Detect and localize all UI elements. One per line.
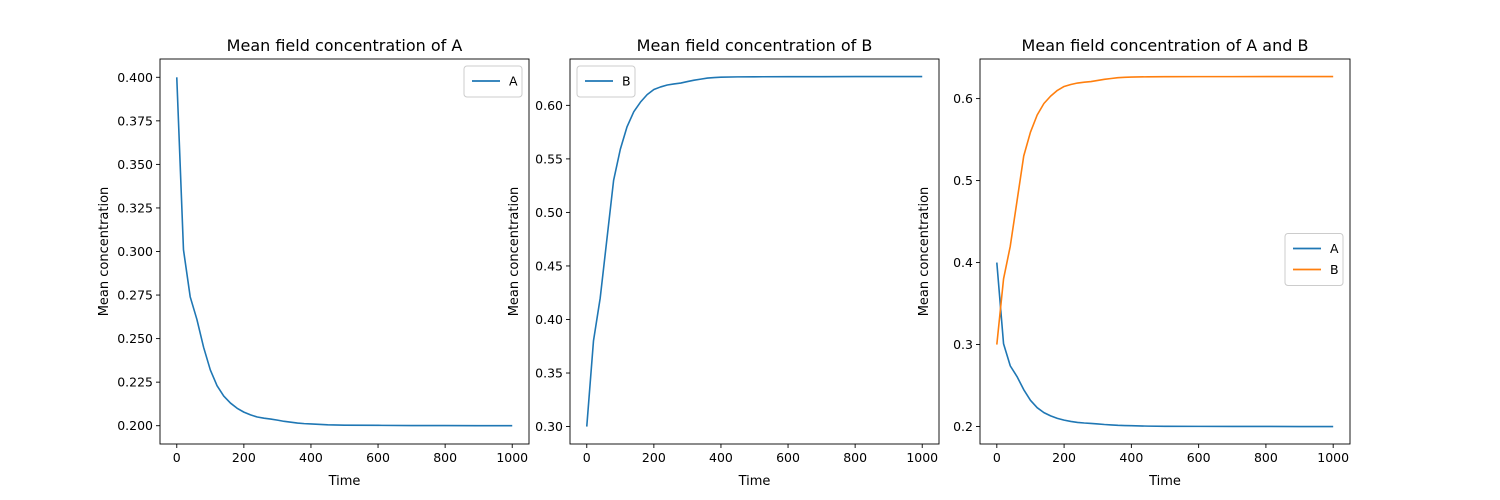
y-tick-label: 0.50: [535, 205, 563, 220]
x-tick-label: 1000: [496, 450, 528, 465]
chart-title: Mean field concentration of A and B: [1022, 36, 1309, 55]
y-tick-label: 0.30: [535, 419, 563, 434]
y-tick-label: 0.40: [535, 312, 563, 327]
chart-title: Mean field concentration of B: [637, 36, 873, 55]
y-tick-label: 0.4: [953, 255, 973, 270]
legend-box: [1284, 233, 1344, 286]
y-tick-label: 0.35: [535, 366, 563, 381]
series-group: [585, 75, 923, 427]
series-group: [996, 75, 1334, 428]
x-tick-label: 400: [709, 450, 733, 465]
x-tick-label: 600: [1187, 450, 1211, 465]
legend: A: [463, 65, 523, 98]
x-tick-label: 200: [232, 450, 256, 465]
plot-area-frame: [569, 58, 940, 445]
y-tick-label: 0.325: [117, 200, 153, 215]
chart-title: Mean field concentration of A: [227, 36, 463, 55]
y-tick-label: 0.60: [535, 98, 563, 113]
y-tick-label: 0.300: [117, 244, 153, 259]
legend-label-A: A: [509, 74, 518, 89]
y-axis-label: Mean concentration: [97, 187, 112, 317]
x-tick-label: 800: [433, 450, 457, 465]
series-line-B: [585, 75, 923, 427]
chart-panel-1: Mean field concentration of A 0 200 400 600 8…: [97, 36, 530, 489]
chart-panel-3: Mean field concentration of A and B 0 200 4…: [917, 36, 1351, 489]
legend-label-A: A: [1330, 241, 1339, 256]
series-line-A: [175, 77, 513, 427]
x-tick-label: 400: [1119, 450, 1143, 465]
legend: AB: [1284, 233, 1344, 286]
series-line-A: [996, 262, 1334, 428]
y-tick-label: 0.6: [953, 91, 973, 106]
x-tick-label: 400: [299, 450, 323, 465]
plot-area-frame: [159, 58, 530, 445]
x-tick-label: 1000: [1317, 450, 1349, 465]
y-tick-label: 0.45: [535, 258, 563, 273]
x-tick-label: 0: [993, 450, 1001, 465]
x-tick-label: 800: [1254, 450, 1278, 465]
x-tick-label: 600: [366, 450, 390, 465]
y-tick-label: 0.375: [117, 113, 153, 128]
x-tick-label: 800: [843, 450, 867, 465]
y-axis-label: Mean concentration: [507, 187, 522, 317]
y-tick-label: 0.55: [535, 151, 563, 166]
series-group: [175, 77, 513, 427]
x-axis-label: Time: [328, 474, 361, 489]
series-line-B: [996, 75, 1334, 345]
x-tick-label: 0: [583, 450, 591, 465]
x-tick-label: 1000: [906, 450, 938, 465]
legend: B: [576, 65, 636, 98]
y-tick-label: 0.3: [953, 337, 973, 352]
y-tick-label: 0.350: [117, 157, 153, 172]
y-tick-label: 0.200: [117, 418, 153, 433]
x-tick-label: 0: [173, 450, 181, 465]
x-tick-label: 600: [776, 450, 800, 465]
plot-area-frame: [979, 58, 1351, 445]
chart-panel-2: Mean field concentration of B 0 200 400 600 8…: [507, 36, 940, 489]
y-tick-label: 0.225: [117, 375, 153, 390]
y-axis-label: Mean concentration: [917, 187, 932, 317]
y-tick-label: 0.275: [117, 288, 153, 303]
legend-label-B: B: [1330, 262, 1339, 277]
x-tick-label: 200: [642, 450, 666, 465]
x-axis-label: Time: [1148, 474, 1181, 489]
x-tick-label: 200: [1052, 450, 1076, 465]
y-tick-label: 0.2: [953, 419, 973, 434]
x-axis-label: Time: [738, 474, 771, 489]
y-tick-label: 0.400: [117, 70, 153, 85]
y-tick-label: 0.5: [953, 173, 973, 188]
y-tick-label: 0.250: [117, 331, 153, 346]
legend-label-B: B: [622, 74, 631, 89]
